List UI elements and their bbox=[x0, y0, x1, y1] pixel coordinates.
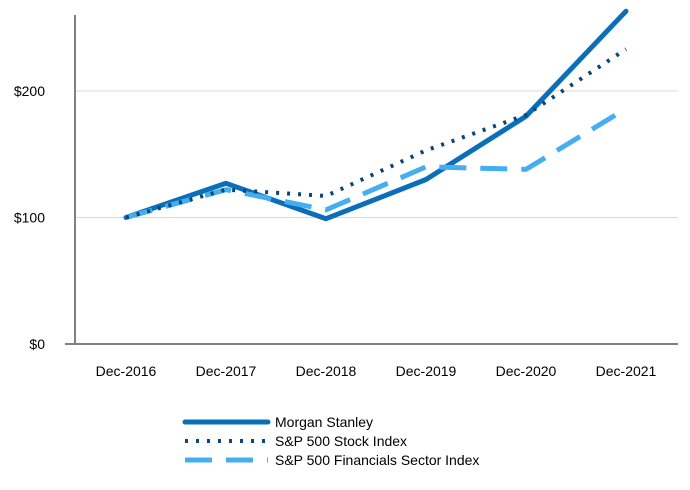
x-tick-label: Dec-2019 bbox=[396, 363, 457, 379]
legend: Morgan Stanley S&P 500 Stock Index S&P 500… bbox=[182, 414, 479, 468]
series-lines bbox=[123, 8, 629, 222]
legend-label-0: Morgan Stanley bbox=[275, 414, 373, 430]
y-tick-label: $0 bbox=[29, 336, 45, 352]
series-line-0 bbox=[123, 8, 629, 222]
x-tick-label: Dec-2017 bbox=[196, 363, 257, 379]
y-tick-label: $100 bbox=[14, 209, 45, 225]
x-tick-label: Dec-2016 bbox=[96, 363, 157, 379]
x-axis: Dec-2016 Dec-2017 Dec-2018 Dec-2019 Dec-2020… bbox=[65, 343, 678, 379]
legend-label-1: S&P 500 Stock Index bbox=[275, 433, 407, 449]
x-tick-label: Dec-2018 bbox=[296, 363, 357, 379]
legend-label-2: S&P 500 Financials Sector Index bbox=[275, 452, 479, 468]
x-tick-label: Dec-2021 bbox=[596, 363, 657, 379]
x-tick-label: Dec-2020 bbox=[496, 363, 557, 379]
grid-lines bbox=[75, 90, 678, 218]
series-line-2 bbox=[125, 106, 628, 220]
y-axis: $0 $100 $200 bbox=[14, 15, 76, 352]
y-tick-label: $200 bbox=[14, 83, 45, 99]
